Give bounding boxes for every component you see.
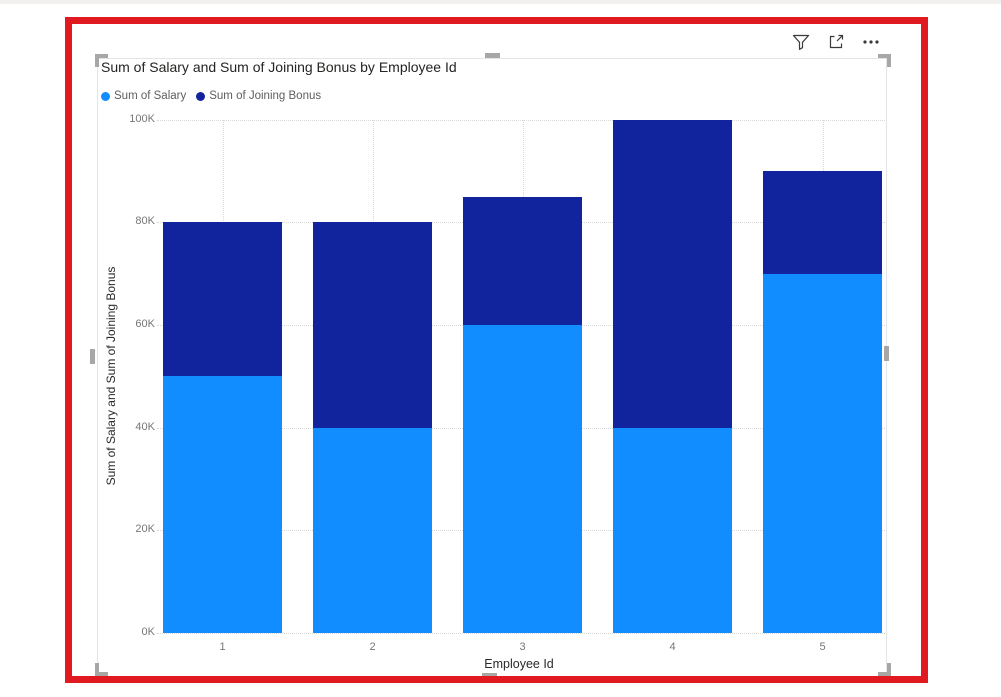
bar-segment[interactable]	[463, 324, 582, 633]
resize-handle-top-middle[interactable]	[485, 53, 500, 58]
y-gridline	[157, 119, 885, 121]
y-tick-label: 20K	[135, 523, 155, 536]
y-tick-label: 100K	[129, 112, 155, 125]
focus-mode-icon[interactable]	[825, 31, 847, 53]
y-tick-label: 80K	[135, 215, 155, 228]
x-tick-label: 2	[369, 641, 376, 653]
more-options-icon[interactable]	[860, 31, 882, 53]
legend-label: Sum of Salary	[114, 90, 187, 102]
resize-handle-top-left[interactable]	[95, 54, 108, 67]
legend-dot-icon	[101, 91, 110, 101]
y-axis-title: Sum of Salary and Sum of Joining Bonus	[104, 266, 118, 486]
chart-plot-area: 0K 20K 40K 60K 80K 100K 1 2 3 4 5	[97, 58, 887, 677]
bar-segment[interactable]	[163, 222, 282, 377]
bar-segment[interactable]	[163, 376, 282, 633]
resize-handle-middle-right[interactable]	[884, 346, 889, 361]
y-tick-label: 40K	[135, 420, 155, 433]
resize-handle-bottom-left[interactable]	[95, 663, 108, 676]
bar-segment[interactable]	[313, 427, 432, 633]
resize-handle-middle-left[interactable]	[90, 349, 95, 364]
x-tick-label: 5	[819, 641, 826, 653]
bar-segment[interactable]	[613, 427, 732, 633]
bar-segment[interactable]	[763, 273, 882, 633]
bar-segment[interactable]	[763, 170, 882, 274]
chart-title: Sum of Salary and Sum of Joining Bonus b…	[101, 59, 457, 75]
filter-icon[interactable]	[790, 31, 812, 53]
resize-handle-top-right[interactable]	[878, 54, 891, 67]
x-axis-title: Employee Id	[484, 657, 554, 671]
y-gridline	[157, 633, 885, 634]
resize-handle-bottom-middle[interactable]	[482, 673, 497, 678]
legend-item[interactable]: Sum of Joining Bonus	[196, 90, 321, 102]
x-tick-label: 3	[519, 641, 526, 653]
x-tick-label: 1	[219, 641, 226, 653]
page-top-strip	[0, 0, 1001, 4]
bar-segment[interactable]	[613, 119, 732, 428]
visual-toolbar	[790, 31, 882, 53]
resize-handle-bottom-right[interactable]	[878, 663, 891, 676]
bar-segment[interactable]	[313, 222, 432, 428]
legend-item[interactable]: Sum of Salary	[101, 90, 186, 102]
legend-label: Sum of Joining Bonus	[209, 90, 322, 102]
legend-dot-icon	[196, 91, 206, 101]
x-tick-label: 4	[669, 641, 676, 653]
bar-segment[interactable]	[463, 196, 582, 325]
y-tick-label: 0K	[141, 626, 155, 638]
chart-legend: Sum of Salary Sum of Joining Bonus	[101, 90, 321, 102]
y-tick-label: 60K	[135, 317, 155, 330]
